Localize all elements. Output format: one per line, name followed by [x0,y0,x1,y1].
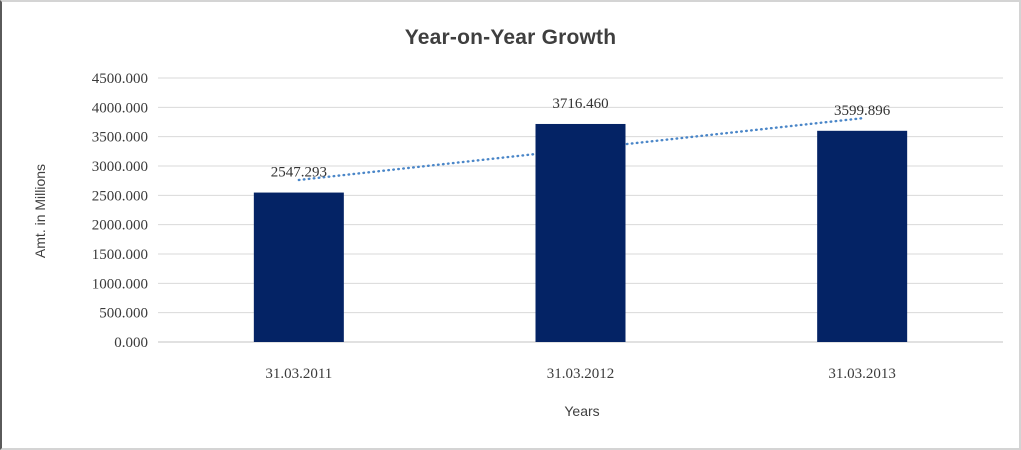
x-axis-title: Years [564,403,600,419]
bar [817,130,908,342]
bar [253,192,344,342]
y-tick-label: 4500.000 [92,71,148,87]
y-tick-label: 1500.000 [92,247,148,263]
chart-title: Year-on-Year Growth [404,26,617,49]
y-tick-label: 3000.000 [92,159,148,175]
y-tick-label: 1000.000 [92,276,148,292]
bar-data-label: 2547.293 [271,165,327,181]
x-tick-label: 31.03.2011 [265,366,332,382]
y-axis-title: Amt. in Millions [32,163,48,259]
bar [535,123,626,342]
y-tick-label: 500.000 [99,306,148,322]
y-tick-label: 3500.000 [92,130,148,146]
bar-data-label: 3716.460 [552,96,608,112]
y-tick-label: 2000.000 [92,218,148,234]
x-tick-label: 31.03.2012 [547,366,615,382]
y-tick-label: 0.000 [114,335,148,351]
bar-data-label: 3599.896 [834,103,891,119]
trendline [297,117,864,182]
y-tick-label: 4000.000 [92,100,148,116]
y-tick-label: 2500.000 [92,188,148,204]
x-tick-label: 31.03.2013 [828,366,896,382]
